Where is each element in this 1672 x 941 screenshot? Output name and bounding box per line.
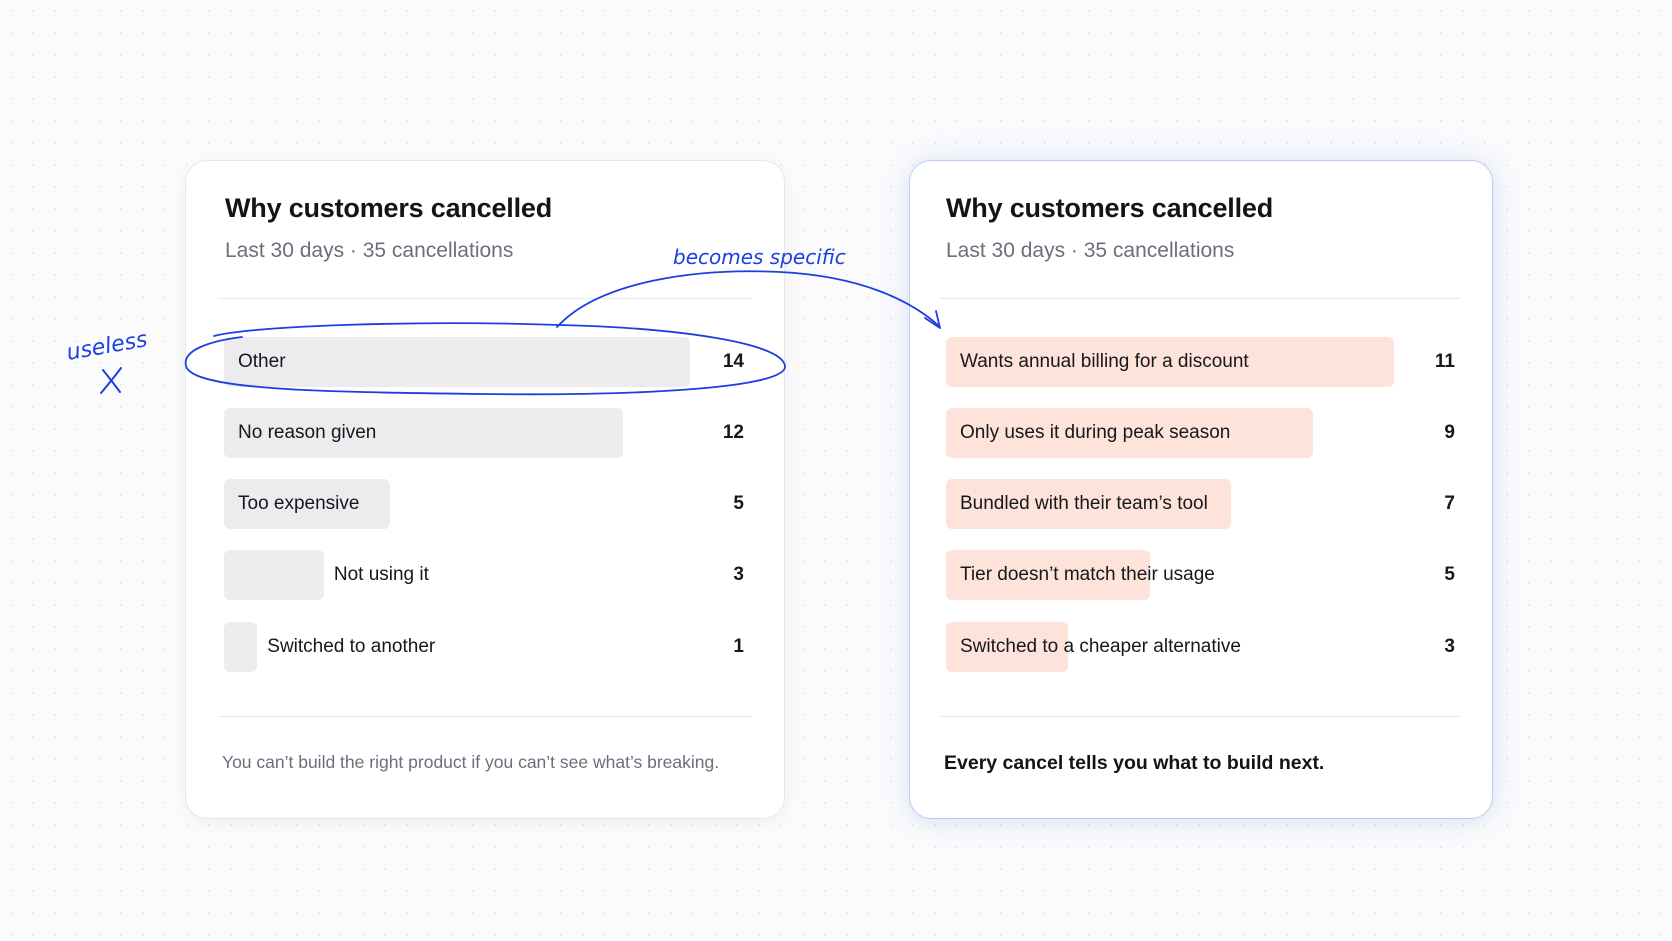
bar-label: Tier doesn’t match their usage: [960, 564, 1215, 585]
card-footer: Every cancel tells you what to build nex…: [944, 752, 1325, 774]
bar-label: Wants annual billing for a discount: [960, 351, 1249, 372]
bar-row: Switched to another 1: [224, 622, 744, 672]
bar-value: 7: [1444, 493, 1455, 514]
card-footer: You can’t build the right product if you…: [222, 752, 720, 772]
divider: [218, 298, 752, 299]
bar: [224, 479, 391, 529]
generic-reasons-card: Why customers cancelled Last 30 days · 3…: [185, 160, 785, 819]
bar-value: 3: [733, 564, 744, 585]
divider: [940, 716, 1460, 717]
bar-row: Only uses it during peak season 9: [946, 408, 1455, 458]
bar-label: Only uses it during peak season: [960, 422, 1231, 443]
bar-row: Wants annual billing for a discount 11: [946, 337, 1455, 387]
divider: [940, 298, 1460, 299]
bar-value: 11: [1434, 351, 1455, 372]
bar-value: 1: [733, 636, 744, 657]
bar-row: Not using it 3: [224, 550, 744, 600]
bar-value: 14: [722, 351, 744, 372]
divider: [218, 716, 752, 717]
bar-label: Other: [238, 351, 286, 372]
bar-row: Bundled with their team’s tool 7: [946, 479, 1455, 529]
bar: [946, 622, 1069, 672]
bar-label: Switched to a cheaper alternative: [960, 636, 1241, 657]
bar-row: Tier doesn’t match their usage 5: [946, 550, 1455, 600]
bar-value: 3: [1444, 636, 1455, 657]
bar: [224, 408, 624, 458]
bar-row: Too expensive 5: [224, 479, 744, 529]
card-title: Why customers cancelled: [225, 193, 553, 223]
bar-row: Switched to a cheaper alternative 3: [946, 622, 1455, 672]
card-title: Why customers cancelled: [946, 193, 1274, 223]
bar-label: Bundled with their team’s tool: [960, 493, 1208, 514]
bar-value: 5: [1444, 564, 1455, 585]
card-subtitle: Last 30 days · 35 cancellations: [946, 239, 1235, 262]
bar-row: Other 14: [224, 337, 744, 387]
bar-label: Switched to another: [267, 636, 436, 657]
bar: [946, 550, 1150, 600]
bar: [224, 550, 324, 600]
bar: [946, 337, 1394, 387]
specific-reasons-card: Why customers cancelled Last 30 days · 3…: [909, 160, 1493, 819]
bar-value: 5: [733, 493, 744, 514]
x-mark-icon: [100, 367, 122, 394]
bar-label: Not using it: [333, 564, 429, 585]
bar: [224, 622, 258, 672]
bar: [946, 479, 1232, 529]
bar-row: No reason given 12: [224, 408, 744, 458]
bar-label: No reason given: [238, 422, 377, 443]
bar-value: 9: [1444, 422, 1455, 443]
useless-annotation: useless: [65, 327, 150, 366]
card-subtitle: Last 30 days · 35 cancellations: [225, 239, 514, 262]
bar: [224, 337, 690, 387]
bar-label: Too expensive: [238, 493, 360, 514]
bar-value: 12: [722, 422, 744, 443]
bar: [946, 408, 1313, 458]
